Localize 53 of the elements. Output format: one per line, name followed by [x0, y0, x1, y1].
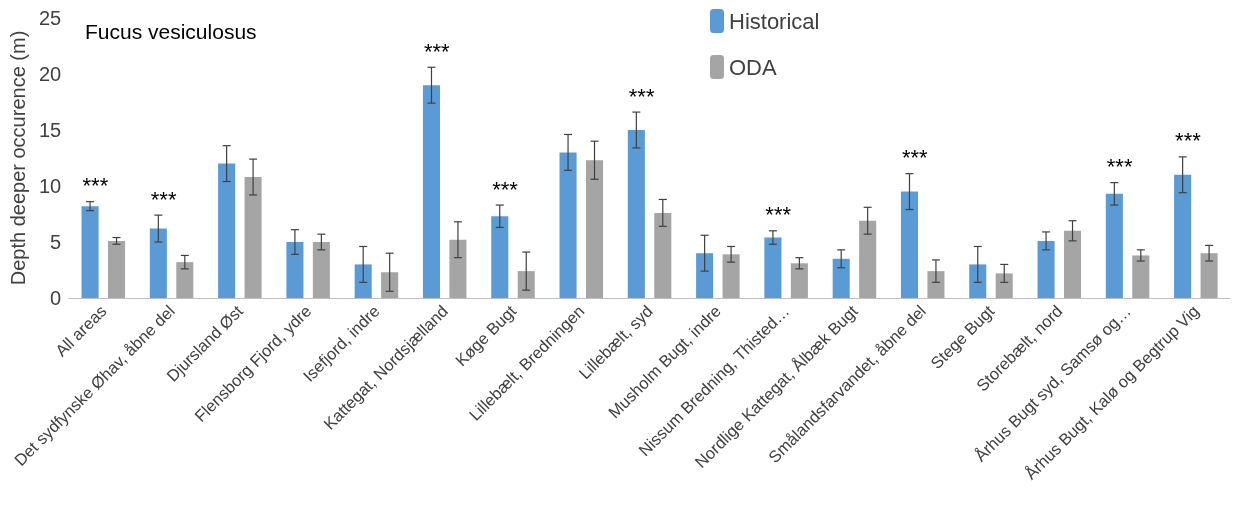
bar — [244, 177, 262, 298]
data-label: *** — [492, 176, 519, 202]
bar — [422, 85, 441, 298]
bar — [1200, 253, 1218, 298]
bar — [969, 264, 987, 298]
bar — [790, 263, 808, 298]
bar — [1063, 230, 1082, 298]
data-label: *** — [82, 173, 109, 199]
bar — [218, 163, 236, 298]
y-tick-label: 15 — [38, 119, 62, 141]
bar — [149, 228, 167, 298]
data-label: *** — [765, 202, 792, 228]
y-tick-label: 0 — [50, 287, 62, 309]
bar — [449, 239, 467, 298]
bar — [81, 206, 99, 298]
bar — [696, 253, 714, 298]
bar — [176, 262, 194, 298]
bar — [722, 254, 740, 298]
bar — [585, 160, 604, 298]
y-axis-title: Depth deeper occurence (m) — [7, 30, 29, 286]
data-label: *** — [423, 38, 451, 64]
data-label: *** — [1106, 154, 1133, 180]
y-tick-label: 25 — [38, 7, 62, 29]
bar — [312, 242, 330, 298]
bar — [107, 240, 126, 298]
bar — [1132, 255, 1150, 298]
bar — [286, 242, 304, 298]
bar — [859, 220, 877, 298]
bar — [832, 258, 850, 298]
bar — [900, 191, 919, 298]
bar — [559, 152, 577, 298]
bar — [354, 264, 372, 298]
bar — [764, 237, 782, 298]
data-label: *** — [1175, 128, 1202, 154]
bar — [491, 216, 509, 298]
bar — [627, 130, 645, 298]
bar — [927, 271, 945, 298]
bar — [1037, 240, 1055, 298]
bar — [1174, 174, 1192, 298]
legend-label: Historical — [729, 8, 820, 34]
data-label: *** — [628, 83, 655, 109]
y-tick-label: 20 — [38, 63, 62, 85]
y-tick-label: 5 — [50, 231, 62, 253]
data-label: *** — [901, 145, 929, 171]
bar — [1105, 193, 1123, 298]
data-label: *** — [150, 186, 177, 212]
bar — [654, 212, 672, 298]
bar — [381, 272, 399, 298]
chart-title: Fucus vesiculosus — [85, 20, 257, 43]
bar — [517, 271, 535, 298]
bar — [995, 273, 1013, 298]
y-tick-label: 10 — [38, 175, 62, 197]
legend-label: ODA — [729, 54, 777, 80]
